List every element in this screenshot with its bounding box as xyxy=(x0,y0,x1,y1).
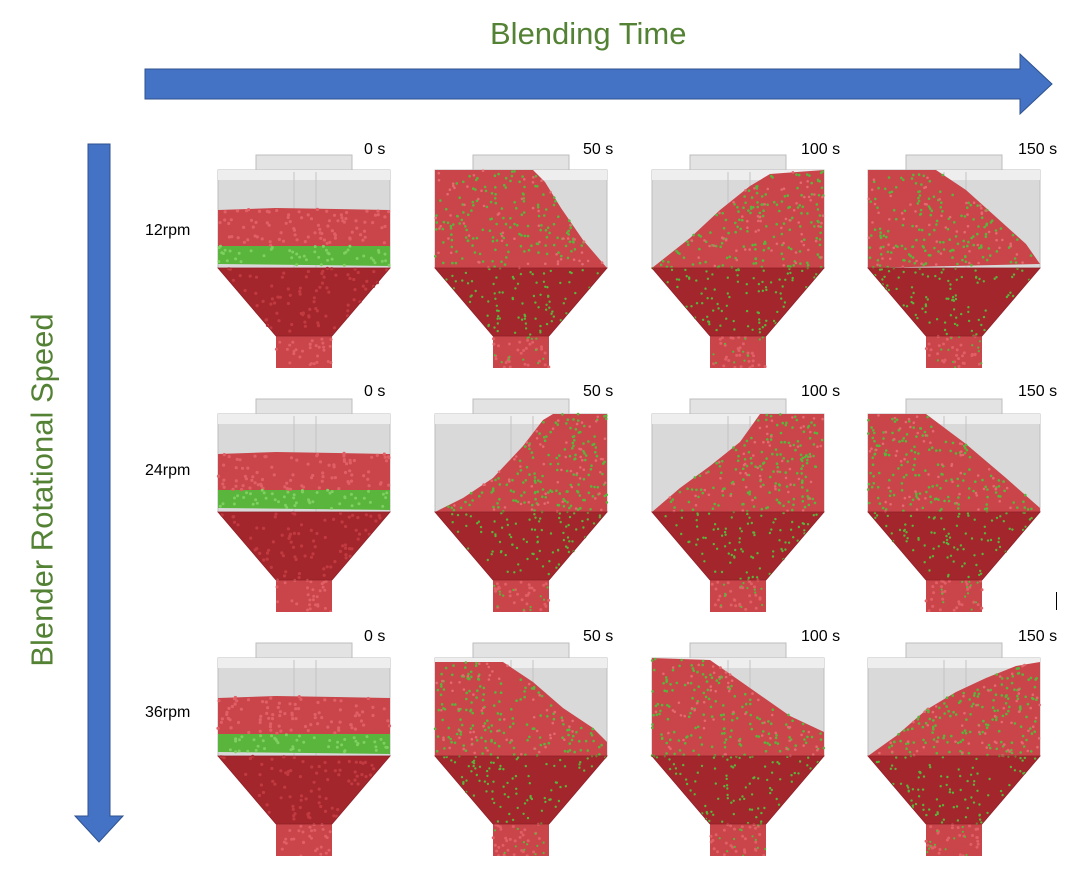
time-label: 100 s xyxy=(801,628,841,645)
blender-panel xyxy=(216,382,392,612)
row-label-12rpm: 12rpm xyxy=(145,222,191,239)
blender-image xyxy=(433,642,608,856)
blender-image xyxy=(866,398,1041,612)
tick-mark xyxy=(1056,592,1057,610)
blender-image xyxy=(867,154,1041,368)
time-label: 50 s xyxy=(583,383,614,400)
time-label: 100 s xyxy=(801,141,841,158)
time-label: 150 s xyxy=(1018,383,1058,400)
blender-panel xyxy=(650,626,826,856)
row-label-24rpm: 24rpm xyxy=(145,462,191,479)
blender-image xyxy=(651,154,825,368)
blender-panel xyxy=(433,626,609,856)
time-arrow xyxy=(144,52,1053,116)
blender-panel xyxy=(433,382,609,612)
time-label: 150 s xyxy=(1018,628,1058,645)
blender-panel xyxy=(866,138,1042,368)
blender-panel xyxy=(216,138,392,368)
blender-image xyxy=(216,398,391,612)
time-label: 0 s xyxy=(364,141,386,158)
blender-image xyxy=(651,398,825,612)
blender-image xyxy=(216,642,392,856)
time-label: 0 s xyxy=(364,628,386,645)
blender-panel xyxy=(866,382,1042,612)
blender-panel xyxy=(650,382,826,612)
time-label: 50 s xyxy=(583,141,614,158)
blender-panel xyxy=(866,626,1042,856)
blender-image xyxy=(434,154,608,368)
time-label: 150 s xyxy=(1018,141,1058,158)
blender-panel xyxy=(216,626,392,856)
blender-panel xyxy=(433,138,609,368)
time-label: 50 s xyxy=(583,628,614,645)
time-label: 100 s xyxy=(801,383,841,400)
blending-time-title: Blending Time xyxy=(490,16,687,51)
blender-image xyxy=(434,398,609,612)
time-label: 0 s xyxy=(364,383,386,400)
blender-image xyxy=(650,642,826,856)
row-label-36rpm: 36rpm xyxy=(145,704,191,721)
blender-image xyxy=(217,154,391,368)
blender-image xyxy=(867,642,1041,856)
blender-panel xyxy=(650,138,826,368)
speed-arrow xyxy=(73,143,125,843)
